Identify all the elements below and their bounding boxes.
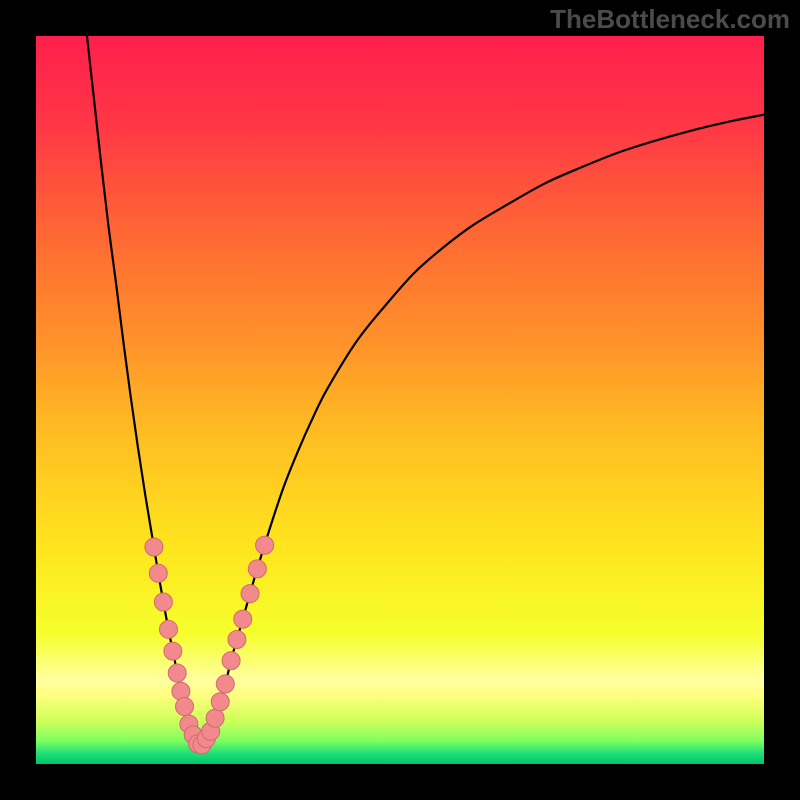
curve-marker <box>145 538 163 556</box>
curve-marker <box>154 593 172 611</box>
curve-marker <box>241 585 259 603</box>
curve-marker <box>164 642 182 660</box>
curve-marker <box>216 675 234 693</box>
curve-marker <box>248 560 266 578</box>
curve-marker <box>168 664 186 682</box>
bottleneck-chart <box>0 0 800 800</box>
curve-marker <box>222 652 240 670</box>
curve-marker <box>206 709 224 727</box>
curve-marker <box>149 564 167 582</box>
curve-marker <box>234 610 252 628</box>
watermark-text: TheBottleneck.com <box>550 4 790 35</box>
plot-area <box>36 36 764 764</box>
curve-marker <box>211 693 229 711</box>
curve-marker <box>228 631 246 649</box>
curve-marker <box>159 620 177 638</box>
curve-marker <box>176 697 194 715</box>
curve-marker <box>256 536 274 554</box>
